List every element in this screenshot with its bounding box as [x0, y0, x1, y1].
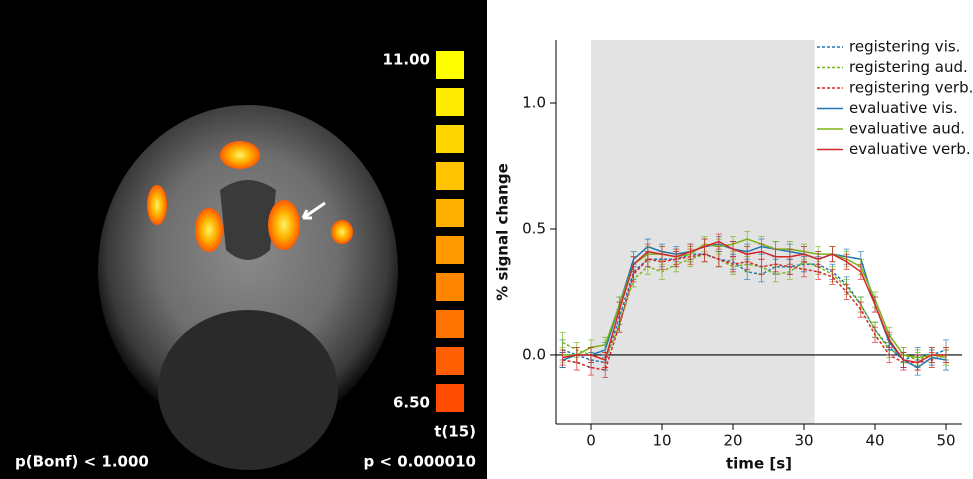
activation-blob [220, 141, 260, 169]
figure: 11.00 6.50 t(15) p(Bonf) < 1.000 p < 0.0… [0, 0, 973, 479]
colorbar-cell [436, 273, 464, 301]
colorbar-cell [436, 384, 464, 412]
chart: 0.0 0.5 1.0 0 10 20 30 40 50 time [s] % signal cha… [494, 38, 973, 473]
legend-label: evaluative aud. [849, 120, 965, 138]
activation-blob [331, 220, 353, 244]
y-tick-label: 0.5 [522, 219, 546, 237]
colorbar-label: t(15) [434, 423, 476, 441]
y-tick-label: 1.0 [522, 93, 546, 111]
colorbar-cell [436, 88, 464, 116]
x-tick-label: 30 [794, 432, 813, 450]
colorbar-min: 6.50 [393, 394, 430, 412]
colorbar-max: 11.00 [383, 51, 430, 69]
legend-label: registering vis. [849, 38, 960, 56]
x-tick-label: 40 [865, 432, 884, 450]
colorbar-cell [436, 199, 464, 227]
x-axis-label: time [s] [726, 455, 792, 473]
legend-label: registering aud. [849, 58, 968, 76]
x-tick-label: 10 [652, 432, 671, 450]
colorbar-cell [436, 236, 464, 264]
colorbar-cell [436, 310, 464, 338]
legend-label: evaluative verb. [849, 140, 971, 158]
colorbar-cell [436, 162, 464, 190]
colorbar-cell [436, 125, 464, 153]
activation-blob [147, 185, 167, 225]
brain-panel: 11.00 6.50 t(15) p(Bonf) < 1.000 p < 0.0… [0, 0, 487, 479]
colorbar-cell [436, 347, 464, 375]
legend-label: registering verb. [849, 79, 973, 97]
ventricles [220, 180, 276, 260]
legend-label: evaluative vis. [849, 99, 958, 117]
colorbar-cell [436, 51, 464, 79]
y-tick-label: 0.0 [522, 345, 546, 363]
activation-blob [268, 200, 300, 250]
shaded-span [591, 40, 815, 424]
activation-blob [195, 208, 223, 252]
y-axis-label: % signal change [494, 163, 512, 301]
x-tick-label: 20 [723, 432, 742, 450]
note: p(Bonf) < 1.000 [15, 453, 149, 471]
brainstem [158, 310, 338, 470]
x-tick-label: 0 [586, 432, 596, 450]
x-tick-label: 50 [936, 432, 955, 450]
note: p < 0.000010 [363, 453, 476, 471]
